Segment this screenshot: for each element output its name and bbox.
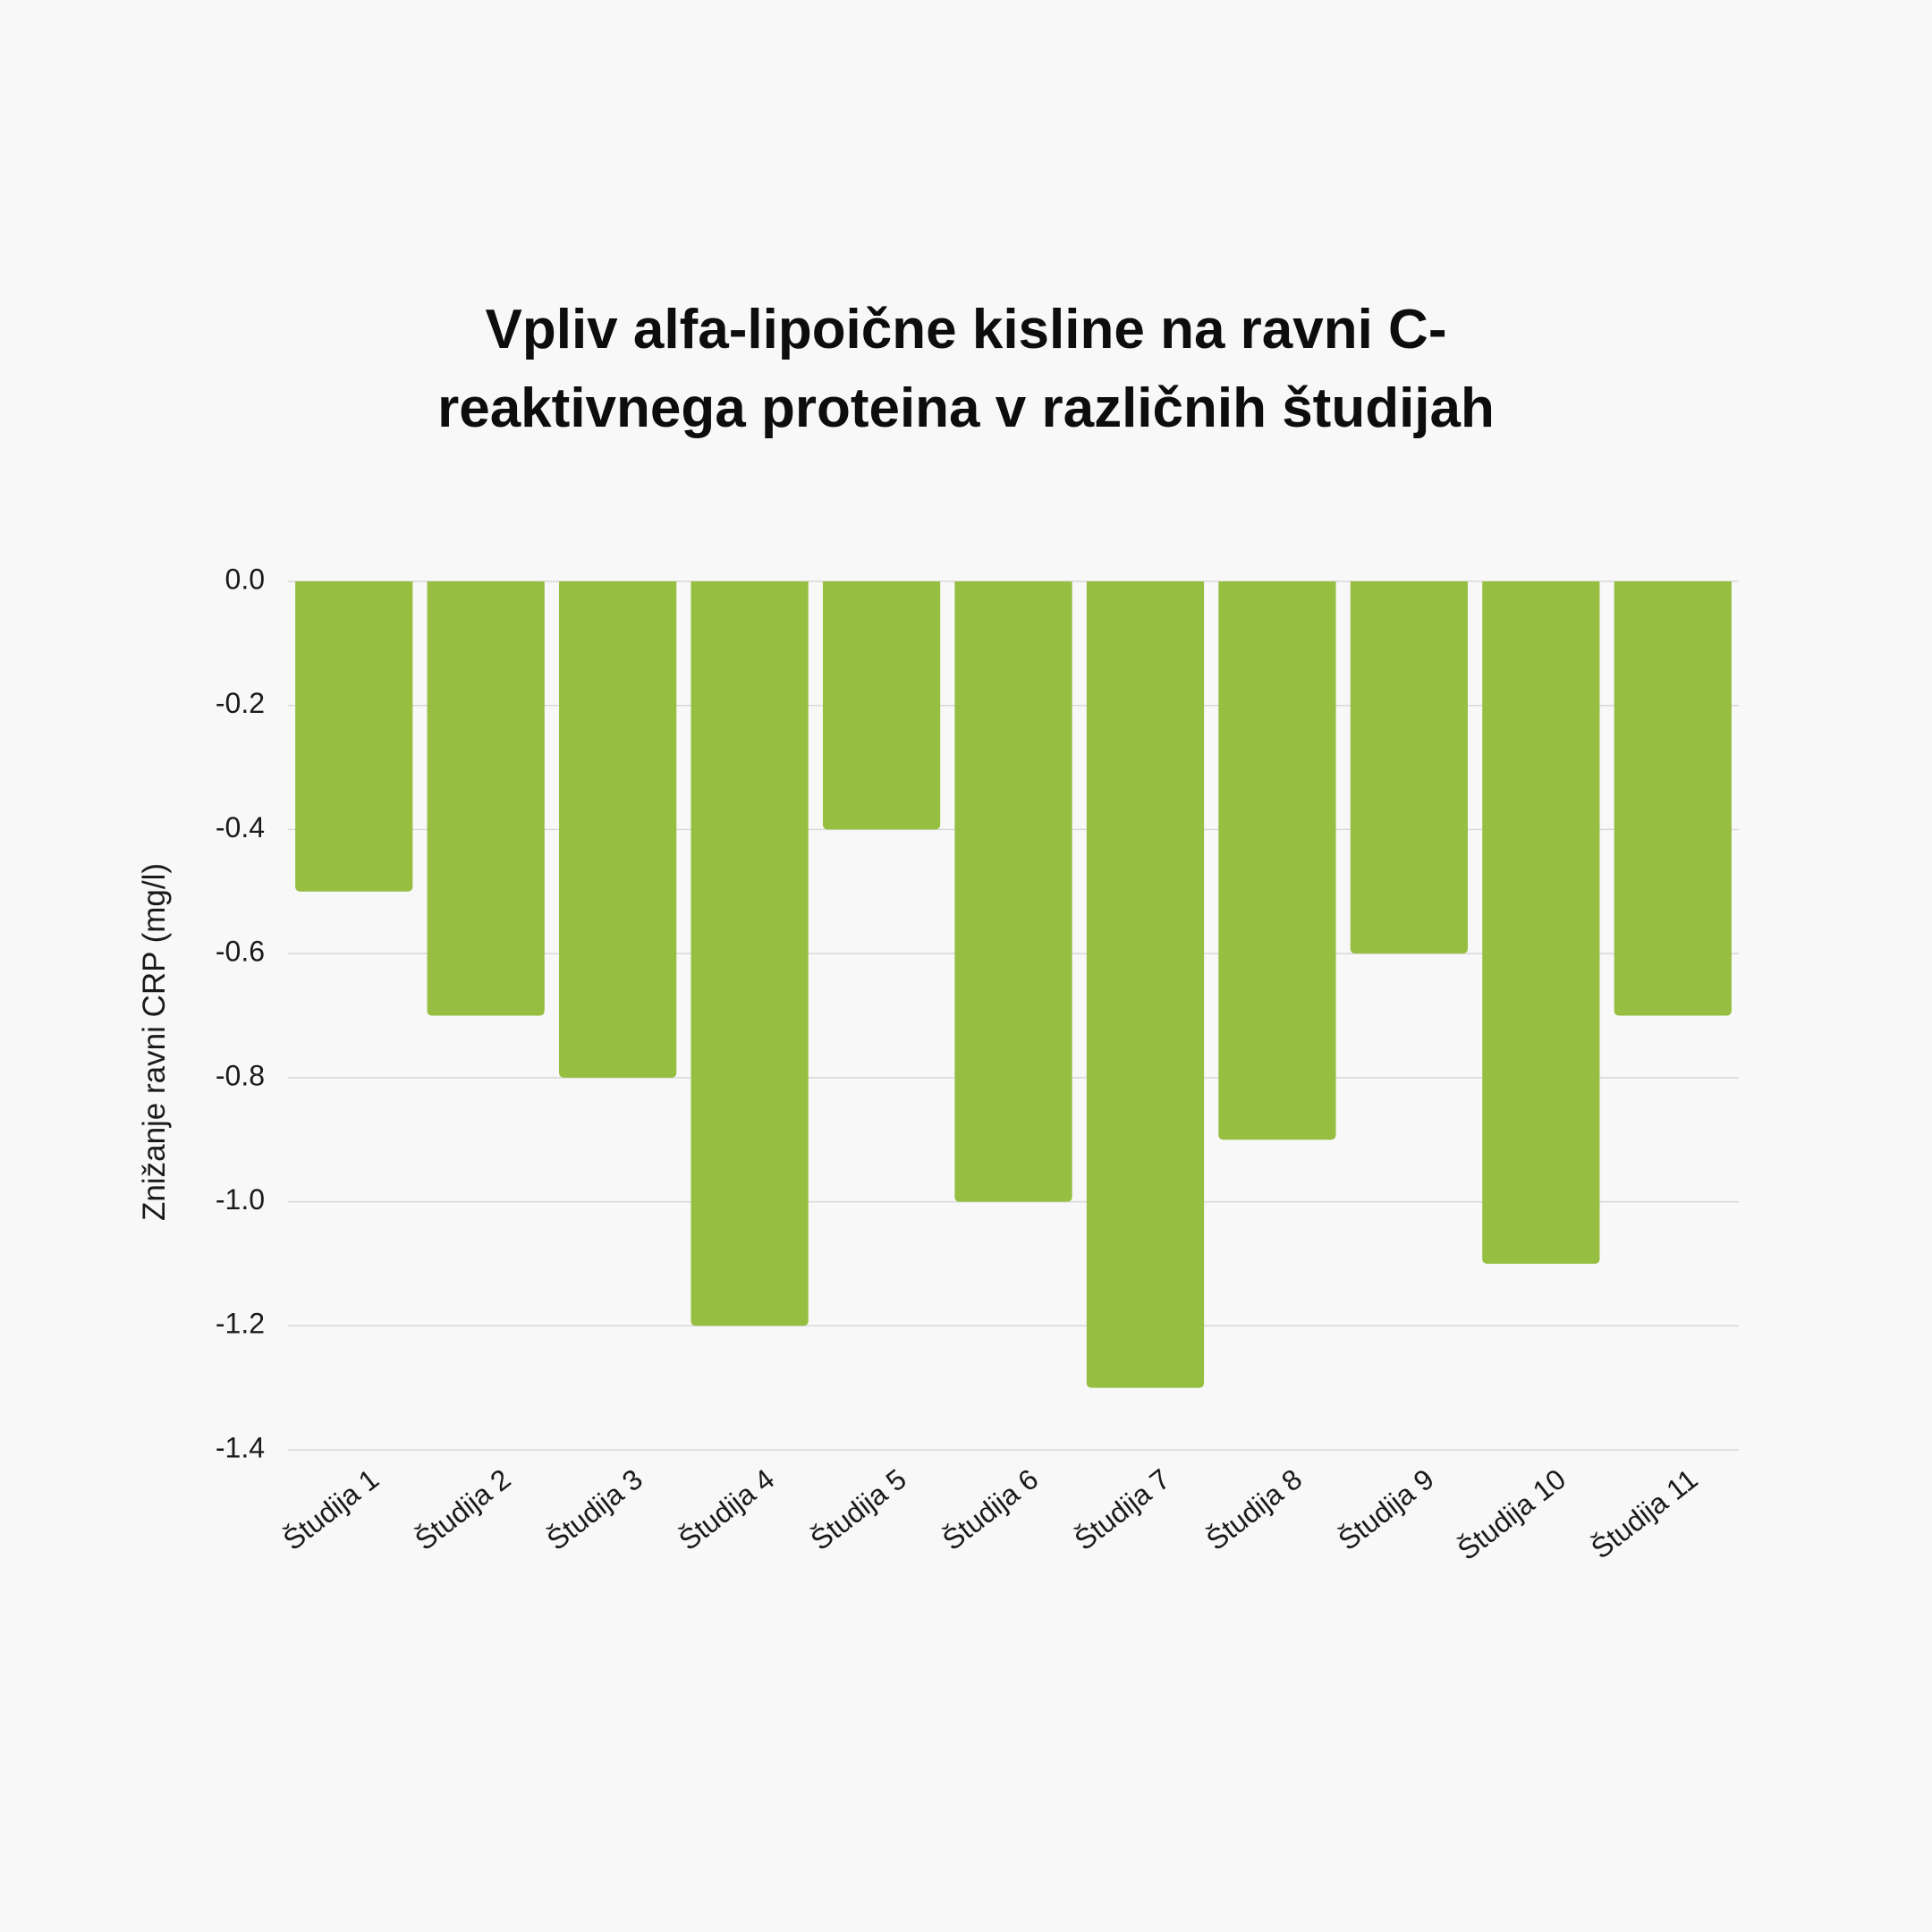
y-tick-label: -0.4 <box>216 811 265 843</box>
y-tick-label: -1.4 <box>216 1431 265 1463</box>
x-tick-label: Študija 4 <box>673 1462 780 1556</box>
y-tick-label: -0.8 <box>216 1059 265 1091</box>
bar <box>954 581 1072 1202</box>
x-tick-label: Študija 2 <box>409 1462 516 1556</box>
y-axis-title: Znižanje ravni CRP (mg/l) <box>137 863 172 1221</box>
bar <box>427 581 545 1016</box>
bar <box>295 581 413 892</box>
bar <box>691 581 809 1326</box>
bar <box>1086 581 1205 1388</box>
chart-title: Vpliv alfa-lipoične kisline na ravni C-r… <box>437 299 1495 439</box>
x-tick-label: Študija 8 <box>1200 1462 1308 1556</box>
y-tick-label: 0.0 <box>225 563 265 595</box>
x-tick-label: Študija 3 <box>541 1462 648 1556</box>
y-tick-label: -1.0 <box>216 1183 265 1216</box>
x-tick-label: Študija 10 <box>1452 1462 1572 1566</box>
bar <box>1350 581 1468 954</box>
x-tick-label: Študija 11 <box>1585 1462 1703 1565</box>
bar <box>1482 581 1600 1264</box>
y-tick-label: -1.2 <box>216 1308 265 1340</box>
y-tick-label: -0.6 <box>216 936 265 968</box>
x-tick-label: Študija 7 <box>1068 1462 1175 1556</box>
y-tick-label: -0.2 <box>216 687 265 719</box>
x-axis-ticks: Študija 1 Študija 2 Študija 3 Študija 4 Štud… <box>277 1462 1704 1566</box>
bar <box>1614 581 1732 1016</box>
bars <box>295 581 1732 1388</box>
x-tick-label: Študija 9 <box>1332 1462 1439 1556</box>
bar <box>559 581 677 1078</box>
x-tick-label: Študija 6 <box>936 1462 1044 1556</box>
x-tick-label: Študija 5 <box>805 1462 912 1556</box>
bar <box>822 581 941 830</box>
y-axis-ticks: 0.0 -0.2 -0.4 -0.6 -0.8 -1.0 -1.2 -1.4 <box>216 563 265 1463</box>
bar <box>1218 581 1336 1140</box>
x-tick-label: Študija 1 <box>277 1462 385 1556</box>
